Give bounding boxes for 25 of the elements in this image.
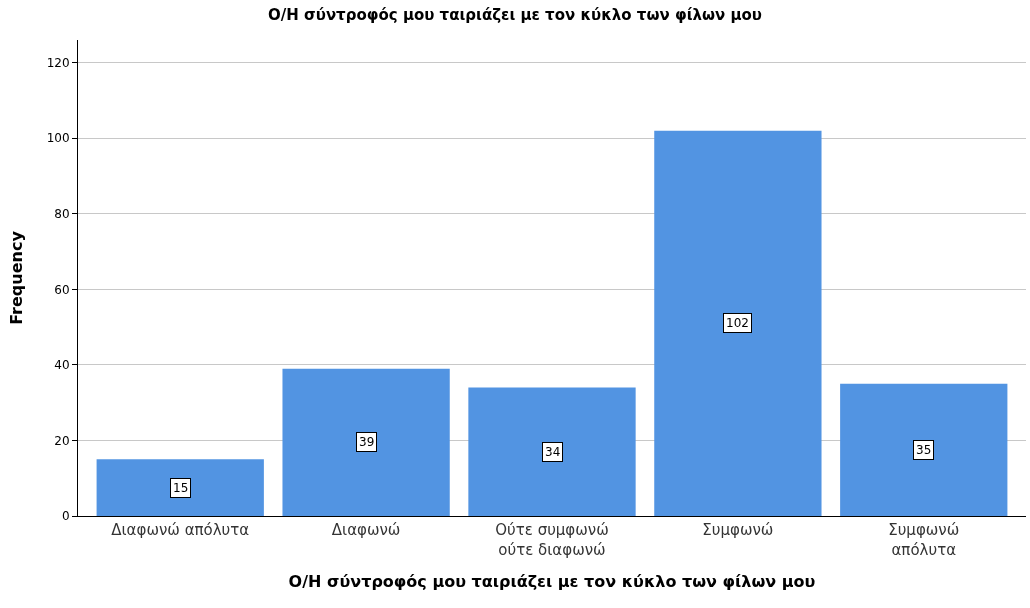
data-label: 39 xyxy=(359,435,375,449)
y-tick-label: 100 xyxy=(46,131,70,146)
x-tick-label: Συμφωνώ xyxy=(702,521,774,539)
x-tick-label: Διαφωνώ απόλυτα xyxy=(111,521,250,539)
data-label: 34 xyxy=(545,445,561,459)
chart-title: Ο/Η σύντροφός μου ταιριάζει με τον κύκλο των φίλων μου xyxy=(268,5,762,24)
y-tick-label: 20 xyxy=(54,433,70,448)
bar xyxy=(654,130,822,516)
data-label: 102 xyxy=(726,316,749,330)
x-axis-title: Ο/Η σύντροφός μου ταιριάζει με τον κύκλο των φίλων μου xyxy=(288,572,816,592)
y-tick-label: 60 xyxy=(54,282,70,297)
bar xyxy=(840,383,1008,516)
y-tick-label: 40 xyxy=(54,358,70,373)
data-label: 15 xyxy=(173,481,189,495)
y-tick-label: 80 xyxy=(54,206,70,221)
y-tick-label: 0 xyxy=(61,509,70,524)
y-axis-title: Frequency xyxy=(6,230,26,325)
bar xyxy=(282,368,450,516)
x-tick-label: Ούτε συμφωνώ ούτε διαφωνώ xyxy=(495,521,609,559)
x-tick-label: Συμφωνώ απόλυτα xyxy=(888,521,960,559)
bar xyxy=(96,459,264,516)
x-tick-label: Διαφωνώ xyxy=(331,521,401,539)
bar xyxy=(468,387,636,516)
data-label: 35 xyxy=(916,443,932,457)
y-tick-label: 120 xyxy=(46,55,70,70)
